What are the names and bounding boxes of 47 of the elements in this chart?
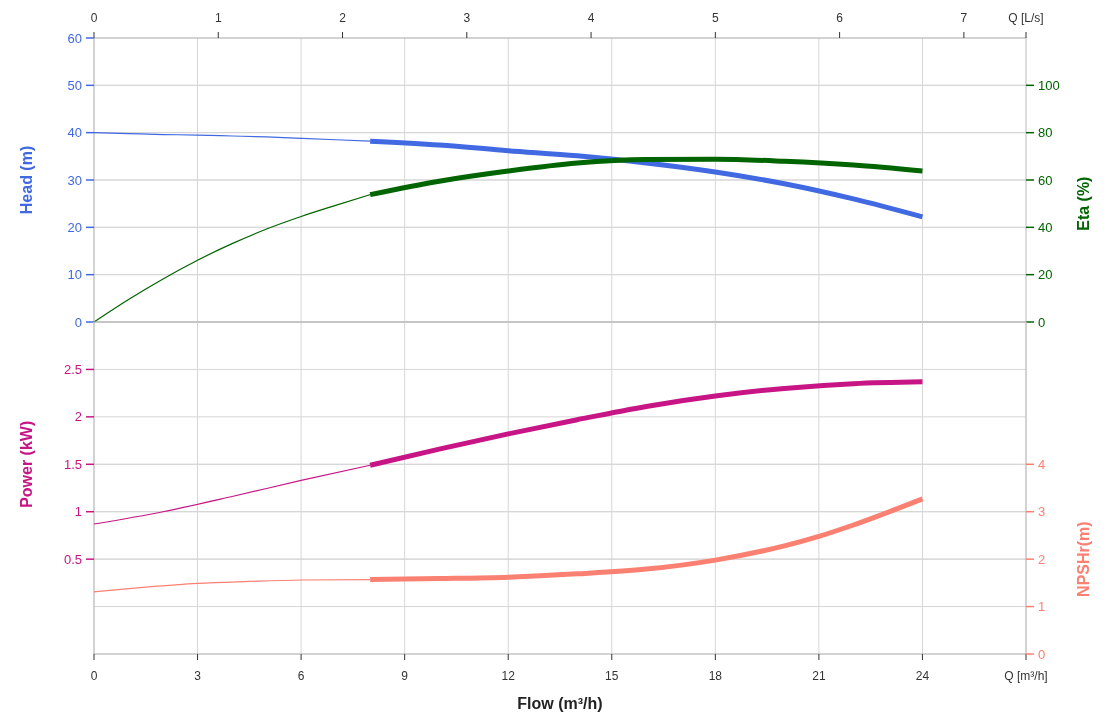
y2-tick-label: 100 bbox=[1038, 77, 1060, 93]
y-axis-title: Power (kW) bbox=[17, 420, 35, 508]
y2-tick-label: 0 bbox=[1038, 646, 1046, 662]
x2-tick-label: 4 bbox=[587, 11, 595, 25]
x-tick-label: Q [m³/h] bbox=[1004, 669, 1048, 683]
x2-tick-label: 7 bbox=[960, 11, 968, 25]
x-axis-title: Flow (m³/h) bbox=[517, 695, 603, 712]
y-tick-label: 20 bbox=[67, 219, 82, 235]
x-tick-label: 9 bbox=[401, 669, 409, 683]
y-tick-label: 0.5 bbox=[63, 551, 82, 567]
x2-tick-label: 6 bbox=[836, 11, 844, 25]
y-tick-label: 50 bbox=[67, 77, 82, 93]
x-tick-label: 24 bbox=[915, 669, 930, 683]
y2-tick-label: 60 bbox=[1038, 172, 1053, 188]
x-tick-label: 6 bbox=[297, 669, 305, 683]
y-tick-label: 1 bbox=[74, 504, 82, 520]
y-tick-label: 0 bbox=[74, 314, 82, 330]
y2-axis-title: Eta (%) bbox=[1074, 176, 1092, 231]
y-tick-label: 2 bbox=[74, 409, 82, 425]
x2-tick-label: 1 bbox=[214, 11, 222, 25]
y2-tick-label: 2 bbox=[1038, 551, 1046, 567]
y-tick-label: 2.5 bbox=[63, 361, 82, 377]
y2-axis-title: NPSHr(m) bbox=[1074, 521, 1092, 597]
y-tick-label: 10 bbox=[67, 267, 82, 283]
x-tick-label: 0 bbox=[90, 669, 98, 683]
y-tick-label: 60 bbox=[67, 30, 82, 46]
x-tick-label: 12 bbox=[501, 669, 516, 683]
x-tick-label: 3 bbox=[194, 669, 202, 683]
x2-tick-label: Q [L/s] bbox=[1008, 11, 1044, 25]
y2-tick-label: 4 bbox=[1038, 456, 1046, 472]
x2-tick-label: 3 bbox=[463, 11, 471, 25]
y-tick-label: 1.5 bbox=[63, 456, 82, 472]
x-tick-label: 18 bbox=[708, 669, 723, 683]
y2-tick-label: 1 bbox=[1038, 599, 1046, 615]
x2-tick-label: 5 bbox=[711, 11, 719, 25]
y2-tick-label: 3 bbox=[1038, 504, 1046, 520]
y2-tick-label: 40 bbox=[1038, 219, 1053, 235]
x2-tick-label: 2 bbox=[339, 11, 347, 25]
y-tick-label: 40 bbox=[67, 125, 82, 141]
x-tick-label: 15 bbox=[605, 669, 619, 683]
y-axis-title: Head (m) bbox=[17, 145, 35, 215]
y2-tick-label: 80 bbox=[1038, 125, 1053, 141]
y2-tick-label: 20 bbox=[1038, 267, 1053, 283]
y2-tick-label: 0 bbox=[1038, 314, 1046, 330]
x-tick-label: 21 bbox=[812, 669, 826, 683]
x2-tick-label: 0 bbox=[90, 11, 98, 25]
y-tick-label: 30 bbox=[67, 172, 82, 188]
